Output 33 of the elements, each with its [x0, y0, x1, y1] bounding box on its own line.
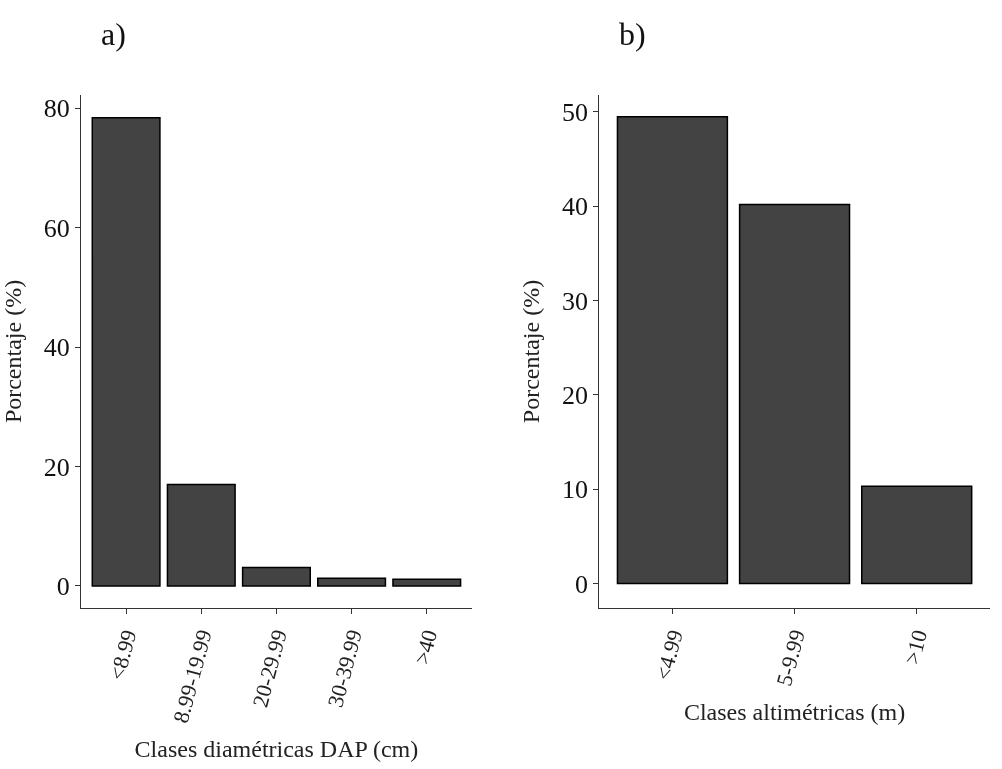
y-axis-title: Porcentaje (%) — [0, 279, 26, 424]
x-tick-label: <8.99 — [104, 627, 142, 683]
bar — [738, 203, 851, 585]
y-tick-label: 40 — [561, 192, 588, 222]
bar — [91, 116, 161, 587]
bar — [241, 566, 312, 587]
x-tick-label: 30-39.99 — [322, 627, 368, 710]
x-axis-title: Clases diamétricas DAP (cm) — [134, 735, 419, 762]
y-tick-label: 20 — [561, 380, 588, 410]
x-tick-label: 5-9.99 — [771, 627, 811, 689]
x-tick-label: 8.99-19.99 — [167, 627, 217, 726]
y-tick-label: 10 — [561, 475, 588, 505]
y-axis-title: Porcentaje (%) — [518, 279, 545, 424]
x-tick-label: >40 — [409, 627, 443, 667]
x-tick-label: 20-29.99 — [247, 627, 292, 710]
bar — [616, 115, 729, 585]
bar — [317, 577, 387, 587]
x-axis-title: Clases altimétricas (m) — [683, 698, 906, 725]
x-tick-label: >10 — [899, 627, 933, 667]
y-tick-label: 60 — [43, 213, 70, 243]
y-tick-label: 50 — [561, 98, 588, 128]
y-tick-label: 20 — [43, 452, 70, 482]
bar — [861, 485, 973, 585]
y-tick-label: 40 — [43, 333, 70, 363]
chart-title: a) — [101, 16, 126, 52]
bar — [392, 578, 462, 587]
y-tick-label: 80 — [43, 94, 70, 124]
y-tick-label: 0 — [56, 572, 70, 601]
y-tick-label: 0 — [574, 569, 588, 599]
chart-title: b) — [619, 16, 646, 52]
bar — [166, 483, 236, 587]
x-tick-label: <4.99 — [650, 627, 688, 683]
y-tick-label: 30 — [561, 286, 588, 316]
